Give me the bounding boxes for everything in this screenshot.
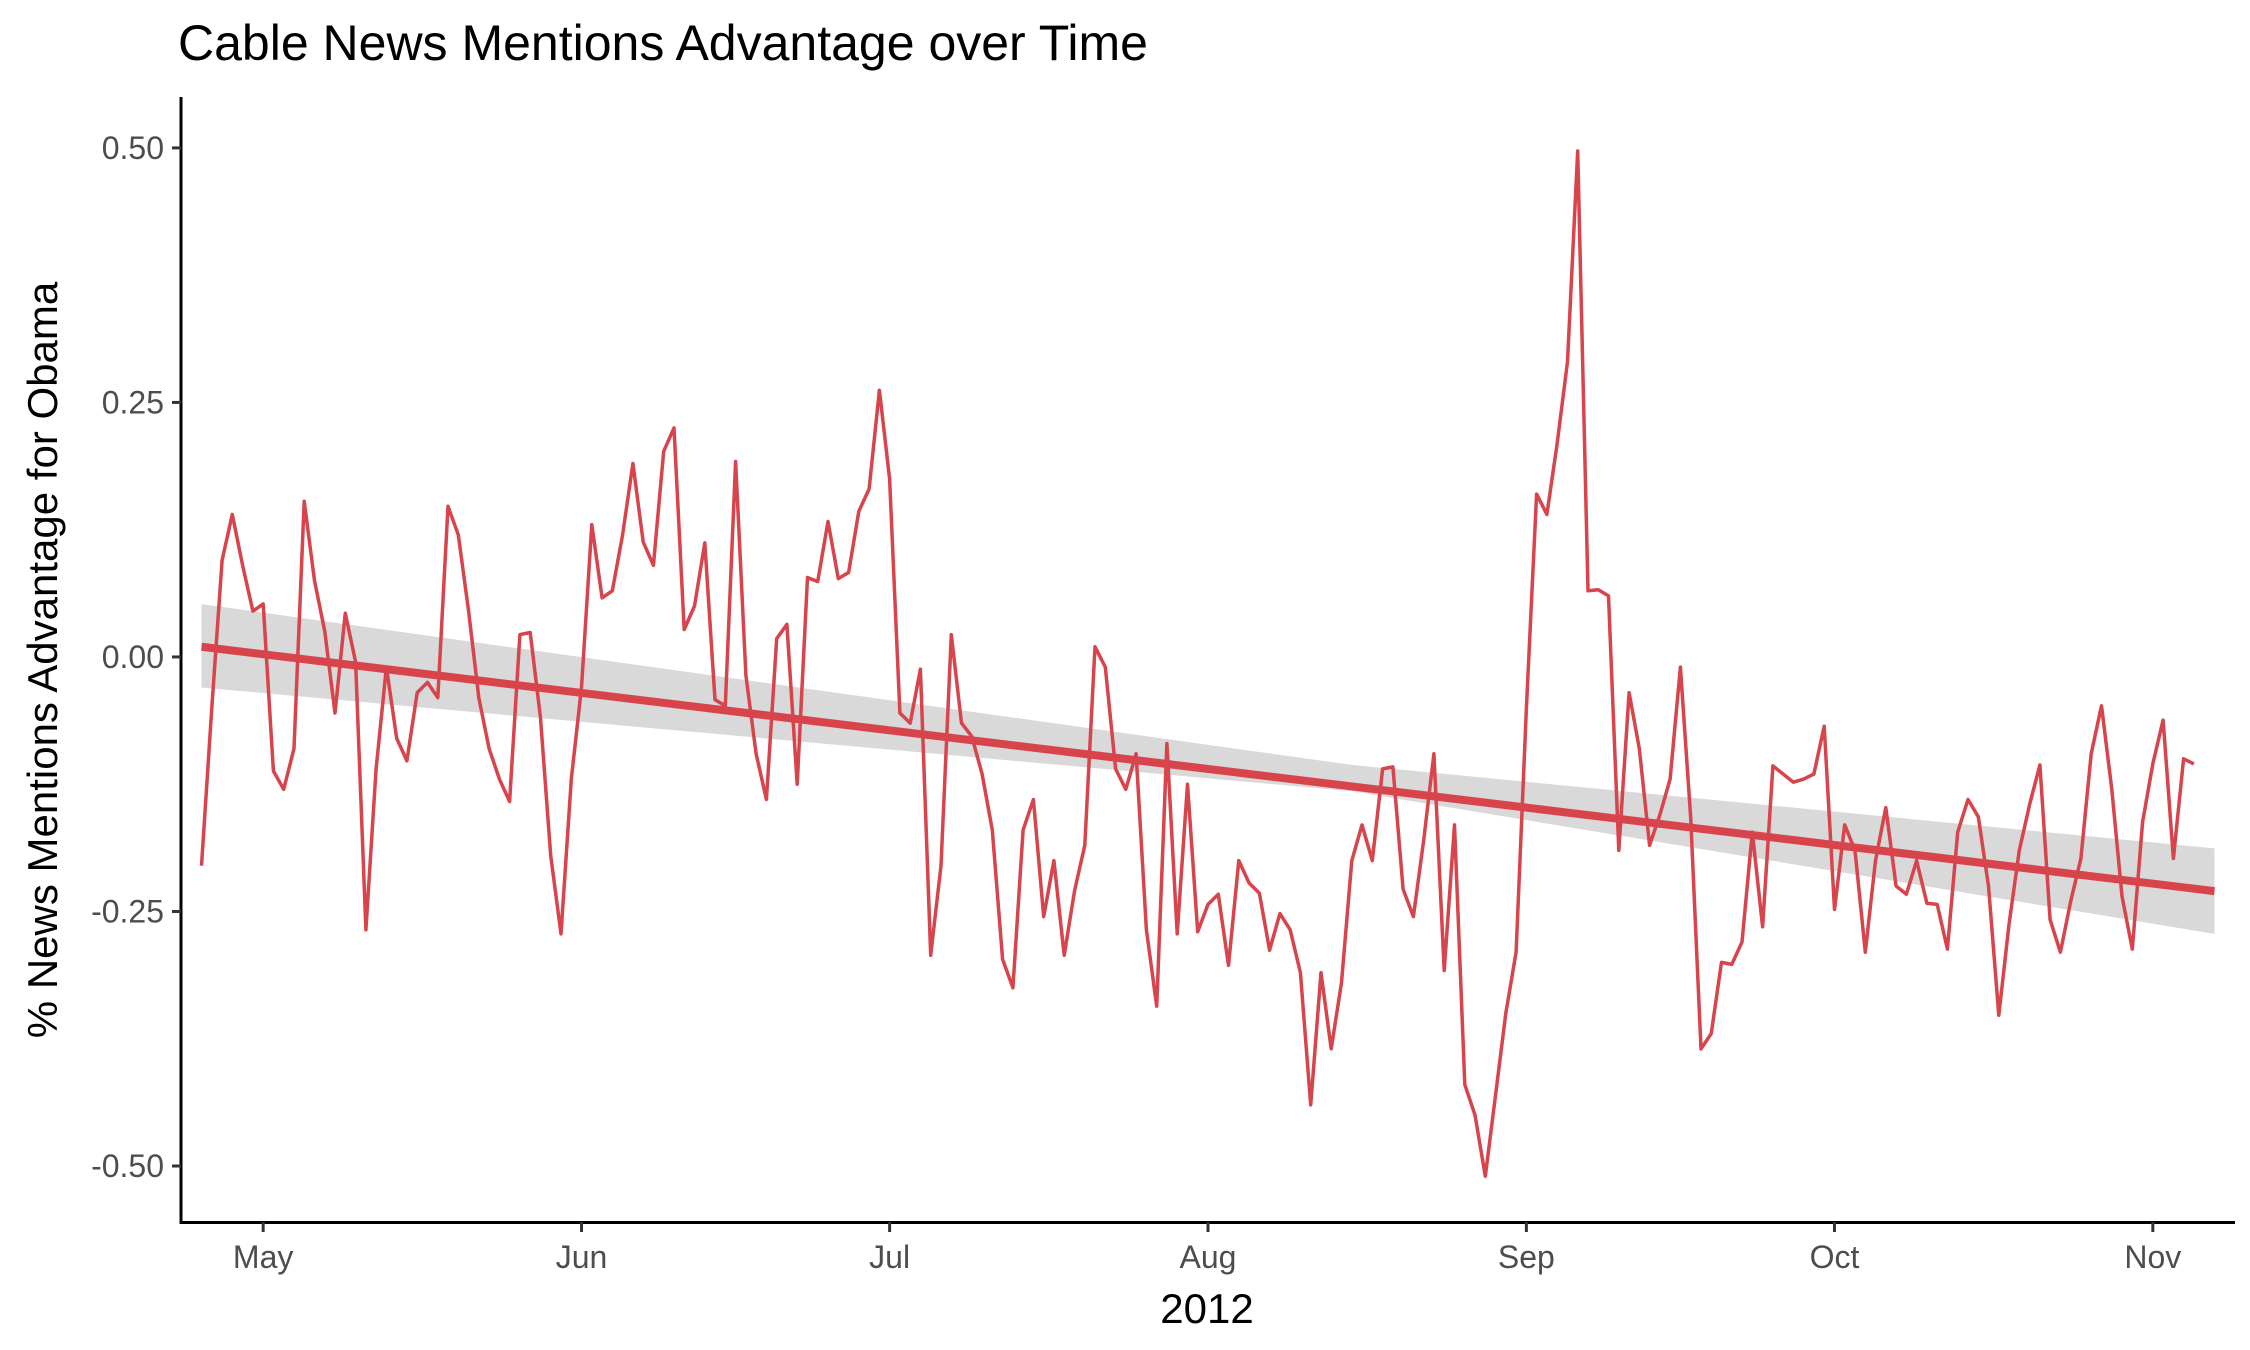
mentions-advantage-line bbox=[199, 149, 2195, 1178]
y-tick-label: 0.25 bbox=[102, 384, 164, 420]
chart-title: Cable News Mentions Advantage over Time bbox=[178, 15, 1148, 71]
trend-line bbox=[201, 642, 2215, 896]
x-tick-label: Nov bbox=[2124, 1239, 2181, 1275]
x-tick-label: Sep bbox=[1498, 1239, 1555, 1275]
y-tick-label: 0.50 bbox=[102, 130, 164, 166]
y-tick-label: 0.00 bbox=[102, 639, 164, 675]
y-tick-label: -0.50 bbox=[91, 1148, 164, 1184]
x-tick-label: May bbox=[233, 1239, 293, 1275]
plot-area bbox=[199, 149, 2215, 1178]
x-tick-label: Jul bbox=[869, 1239, 910, 1275]
x-tick-label: Jun bbox=[556, 1239, 608, 1275]
y-axis-ticks: 0.50 0.25 0.00 -0.25 -0.50 bbox=[91, 130, 181, 1184]
x-axis-ticks: May Jun Jul Aug Sep Oct Nov bbox=[233, 1222, 2181, 1275]
x-tick-label: Aug bbox=[1180, 1239, 1237, 1275]
x-axis-title: 2012 bbox=[1160, 1285, 1253, 1332]
y-axis-title: % News Mentions Advantage for Obama bbox=[19, 281, 66, 1038]
x-tick-label: Oct bbox=[1810, 1239, 1860, 1275]
y-tick-label: -0.25 bbox=[91, 893, 164, 929]
